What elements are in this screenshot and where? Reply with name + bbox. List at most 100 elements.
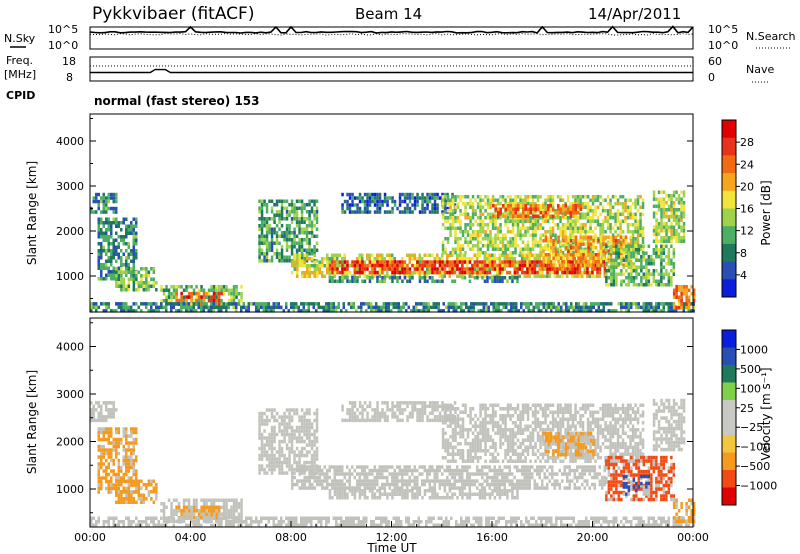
power-cell (602, 309, 605, 313)
velocity-cell (140, 479, 143, 483)
power-cell (535, 302, 538, 306)
power-cell (343, 210, 347, 214)
power-cell (675, 285, 678, 289)
power-cell (620, 272, 623, 276)
power-cell (657, 222, 661, 226)
power-cell (97, 259, 100, 263)
power-cell (356, 279, 359, 283)
velocity-cell (182, 509, 186, 513)
power-cell (423, 279, 427, 283)
power-cell (270, 206, 274, 210)
power-cell (490, 302, 493, 306)
power-cell (478, 264, 481, 268)
power-cell (554, 223, 557, 227)
power-cell (595, 302, 598, 306)
power-cell (532, 214, 535, 218)
power-cell (107, 238, 110, 242)
power-cell (603, 260, 607, 264)
power-cell (599, 230, 602, 234)
power-cell (285, 234, 289, 238)
power-cell (552, 253, 555, 257)
power-cell (135, 270, 138, 274)
power-cell (454, 198, 457, 202)
power-cell (426, 260, 429, 264)
velocity-cell (115, 408, 118, 412)
power-cell (263, 224, 266, 228)
power-cell (641, 205, 645, 209)
velocity-cell (327, 516, 330, 520)
velocity-cell (175, 505, 178, 510)
power-cell (468, 260, 472, 264)
velocity-cell (110, 411, 113, 416)
power-cell (497, 211, 500, 215)
power-cell (636, 219, 640, 223)
velocity-cell (105, 430, 108, 435)
power-cell (645, 258, 648, 262)
nsky-line (89, 25, 694, 34)
power-cell (622, 242, 625, 246)
power-cell (596, 198, 600, 202)
power-cell (471, 202, 475, 206)
power-cell (627, 272, 631, 276)
power-cell (640, 265, 643, 269)
power-cell (584, 263, 588, 267)
power-cell (165, 299, 168, 303)
velocity-cell (357, 523, 360, 527)
power-cell (629, 235, 633, 239)
power-cell (562, 214, 565, 218)
power-cell (559, 242, 563, 246)
velocity-cell (235, 520, 238, 524)
power-cell (665, 262, 668, 266)
power-cell (120, 274, 123, 278)
power-cell (315, 206, 319, 210)
power-cell (125, 231, 128, 235)
beam-label: Beam 14 (355, 5, 422, 23)
power-cell (519, 198, 522, 202)
power-cell (650, 305, 653, 310)
power-cell (331, 253, 334, 257)
power-cell (115, 192, 118, 197)
power-cell (310, 248, 314, 252)
power-cell (560, 309, 563, 313)
power-cell (162, 292, 166, 296)
power-cell (298, 248, 301, 252)
power-cell (260, 234, 264, 238)
power-cell (657, 248, 661, 252)
power-cell (105, 266, 108, 270)
power-cell (107, 196, 110, 200)
velocity-cell (195, 498, 198, 502)
velocity-cell (120, 465, 123, 470)
power-cell (132, 263, 135, 267)
power-cell (576, 202, 580, 206)
power-cell (667, 262, 671, 266)
power-cell (371, 267, 374, 271)
power-cell (448, 260, 452, 264)
velocity-cell (165, 523, 168, 527)
power-cell (232, 295, 236, 299)
power-cell (328, 260, 331, 264)
power-cell (620, 279, 623, 283)
power-cell (225, 305, 228, 310)
velocity-cell (200, 509, 203, 513)
power-cell (112, 266, 115, 270)
power-cell (298, 238, 301, 242)
power-cell (459, 230, 462, 234)
velocity-cell (177, 502, 181, 506)
velocity-cell (197, 520, 200, 524)
velocity-cell (110, 483, 113, 487)
power-cell (579, 242, 583, 246)
power-cell (331, 267, 334, 271)
power-cell (270, 248, 274, 252)
power-cell (606, 195, 610, 199)
power-cell (398, 203, 402, 207)
power-cell (621, 209, 625, 213)
power-cell (637, 283, 641, 287)
power-cell (471, 230, 475, 234)
power-cell (492, 204, 495, 208)
velocity-cell (240, 505, 243, 509)
power-cell (483, 279, 487, 283)
power-cell (132, 270, 136, 274)
power-cell (401, 210, 404, 214)
power-cell (207, 292, 211, 296)
velocity-cell (197, 516, 200, 520)
